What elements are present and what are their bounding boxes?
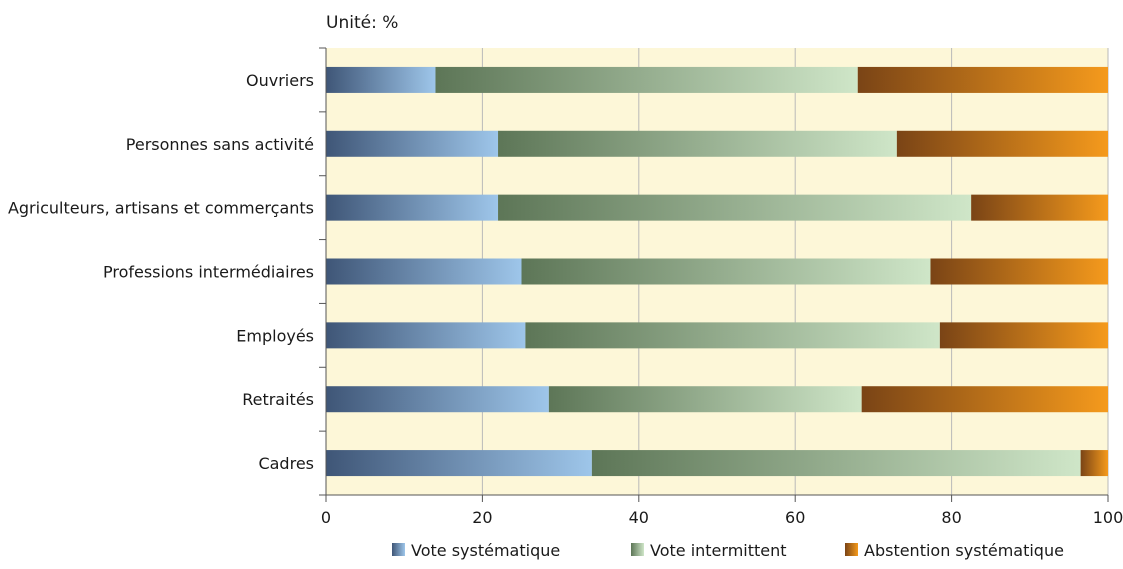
bar-segment: [326, 130, 499, 157]
bar-segment: [435, 66, 858, 93]
bar-segment: [326, 450, 592, 477]
x-tick-label: 40: [629, 508, 649, 527]
x-tick-label: 80: [941, 508, 961, 527]
bar-segment: [971, 194, 1108, 221]
legend-swatch: [631, 543, 644, 556]
bar-segment: [861, 386, 1108, 413]
category-label: Ouvriers: [246, 71, 314, 90]
category-label: Retraités: [242, 390, 314, 409]
x-tick-label: 60: [785, 508, 805, 527]
bar-segment: [498, 130, 897, 157]
bar-segment: [591, 450, 1081, 477]
bar-segment: [525, 322, 940, 349]
bar-segment: [857, 66, 1108, 93]
category-labels: Ouvriers Personnes sans activité Agriculte…: [8, 71, 314, 473]
x-tick-label: 100: [1093, 508, 1123, 527]
legend-label: Vote intermittent: [650, 541, 787, 560]
category-label: Professions intermédiaires: [103, 263, 314, 282]
bar-segment: [326, 386, 549, 413]
category-label: Personnes sans activité: [126, 135, 314, 154]
category-label: Agriculteurs, artisans et commerçants: [8, 199, 314, 218]
category-label: Cadres: [258, 454, 314, 473]
legend-label: Abstention systématique: [864, 541, 1064, 560]
x-tick-labels: 0 20 40 60 80 100: [321, 508, 1123, 527]
bar-segment: [930, 258, 1108, 285]
legend: Vote systématique Vote intermittent Absten…: [392, 541, 1064, 560]
bar-segment: [326, 258, 522, 285]
bar-segment: [326, 194, 499, 221]
bar-segment: [326, 322, 526, 349]
bar-segment: [896, 130, 1108, 157]
bar-segment: [521, 258, 931, 285]
legend-swatch: [392, 543, 405, 556]
bar-segment: [326, 66, 436, 93]
legend-label: Vote systématique: [411, 541, 560, 560]
x-tick-label: 0: [321, 508, 331, 527]
axes: [319, 47, 1109, 502]
unit-label: Unité: %: [326, 13, 398, 33]
bars: [326, 66, 1108, 477]
x-tick-label: 20: [472, 508, 492, 527]
category-label: Employés: [236, 326, 314, 345]
legend-swatch: [845, 543, 858, 556]
bar-segment: [548, 386, 862, 413]
bar-segment: [498, 194, 972, 221]
bar-segment: [939, 322, 1108, 349]
bar-segment: [1080, 450, 1108, 477]
